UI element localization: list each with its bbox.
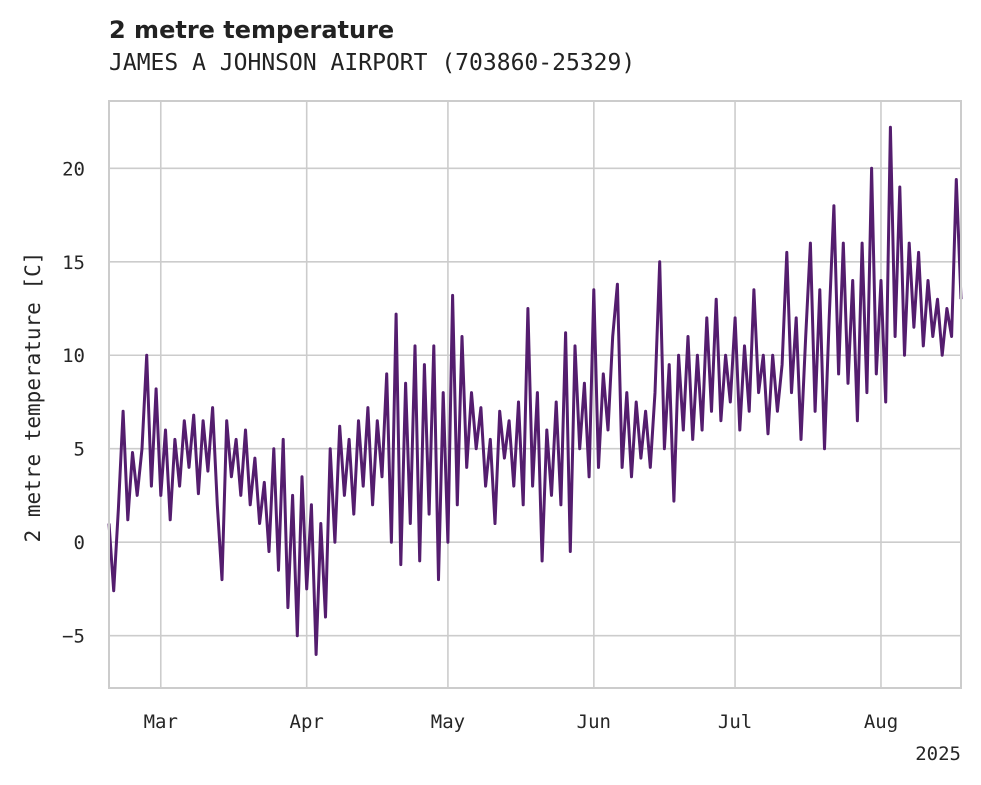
x-tick-label: Jul <box>718 711 752 733</box>
y-axis-label: 2 metre temperature [C] <box>21 252 45 543</box>
y-tick-labels: −5 0 5 10 15 20 <box>62 158 85 647</box>
chart-subtitle: JAMES A JOHNSON AIRPORT (703860-25329) <box>109 50 636 76</box>
series-layer <box>107 125 963 656</box>
y-tick-label: 0 <box>74 532 85 554</box>
grid-lines <box>109 101 961 688</box>
y-tick-label: 20 <box>62 158 85 180</box>
x-tick-label: Apr <box>290 711 324 733</box>
y-tick-label: 5 <box>74 439 85 461</box>
x-tick-label: Jun <box>577 711 611 733</box>
y-tick-label: 15 <box>62 252 85 274</box>
y-tick-label: −5 <box>62 626 85 648</box>
x-tick-label: Mar <box>144 711 178 733</box>
x-tick-labels: Mar Apr May Jun Jul Aug <box>144 711 899 733</box>
x-tick-label: May <box>431 711 465 733</box>
y-tick-label: 10 <box>62 345 85 367</box>
chart-title: 2 metre temperature <box>109 16 395 44</box>
x-tick-label: Aug <box>864 711 898 733</box>
x-axis-year-label: 2025 <box>915 743 961 765</box>
temperature-series-line <box>107 125 963 656</box>
plot-frame <box>108 100 962 689</box>
